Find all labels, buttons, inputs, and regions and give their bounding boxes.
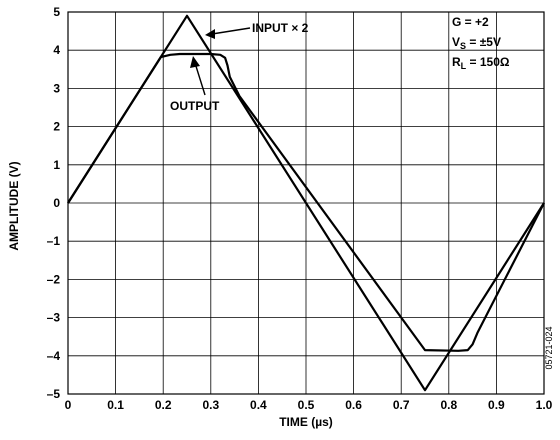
y-tick-label: 0 (53, 196, 60, 210)
input-annotation-arrow (205, 27, 251, 39)
output-annotation-label: OUTPUT (170, 99, 220, 113)
y-tick-label: –4 (47, 349, 61, 363)
condition-gain: G = +2 (452, 15, 489, 29)
y-tick-label: 2 (53, 120, 60, 134)
x-tick-labels: 0 0.1 0.2 0.3 0.4 0.5 0.6 0.7 0.8 0.9 1.0 (65, 398, 553, 412)
y-tick-labels: 5 4 3 2 1 0 –1 –2 –3 –4 –5 (47, 5, 61, 401)
y-tick-label: –5 (47, 387, 61, 401)
x-tick-label: 0.9 (488, 398, 505, 412)
x-tick-label: 0.6 (345, 398, 362, 412)
condition-load: RL = 150Ω (452, 55, 510, 71)
y-axis-label: AMPLITUDE (V) (7, 161, 21, 250)
x-tick-label: 0.4 (250, 398, 267, 412)
x-tick-label: 0.7 (393, 398, 410, 412)
y-tick-label: –2 (47, 272, 61, 286)
x-tick-label: 0.1 (107, 398, 124, 412)
series-line-output (67, 52, 545, 352)
x-axis-label: TIME (µs) (279, 415, 333, 429)
x-tick-label: 0.2 (155, 398, 172, 412)
output-annotation-arrow (190, 56, 206, 96)
x-tick-label: 1.0 (536, 398, 553, 412)
x-tick-label: 0.5 (298, 398, 315, 412)
condition-supply: VS = ±5V (452, 35, 501, 51)
y-tick-label: –1 (47, 234, 61, 248)
y-tick-label: 5 (53, 5, 60, 19)
figure-id: 05721-024 (544, 326, 554, 369)
y-tick-label: 1 (53, 158, 60, 172)
x-tick-label: 0.8 (440, 398, 457, 412)
y-tick-label: 3 (53, 81, 60, 95)
x-tick-label: 0.3 (202, 398, 219, 412)
y-tick-label: –3 (47, 311, 61, 325)
y-tick-label: 4 (53, 43, 60, 57)
x-tick-label: 0 (65, 398, 72, 412)
input-annotation-label: INPUT × 2 (252, 21, 309, 35)
